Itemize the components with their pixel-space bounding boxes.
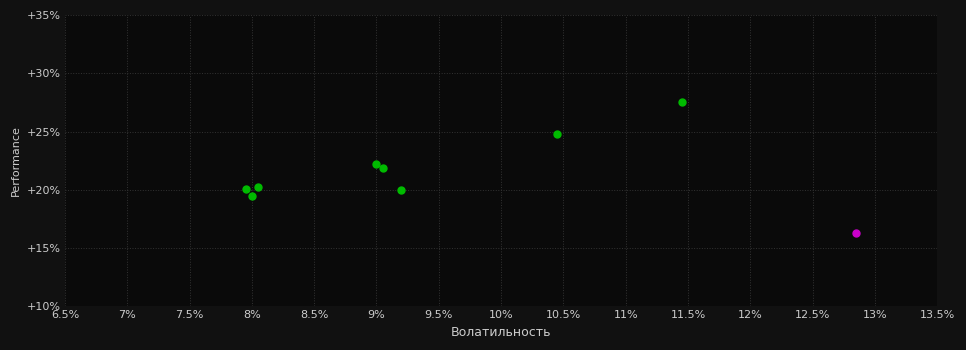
Point bbox=[674, 100, 690, 105]
X-axis label: Волатильность: Волатильность bbox=[451, 326, 552, 339]
Point bbox=[550, 131, 565, 136]
Y-axis label: Performance: Performance bbox=[12, 125, 21, 196]
Point bbox=[848, 230, 864, 236]
Point bbox=[369, 161, 384, 167]
Point bbox=[244, 193, 260, 198]
Point bbox=[394, 187, 410, 192]
Point bbox=[250, 184, 266, 190]
Point bbox=[238, 186, 253, 191]
Point bbox=[375, 165, 390, 170]
